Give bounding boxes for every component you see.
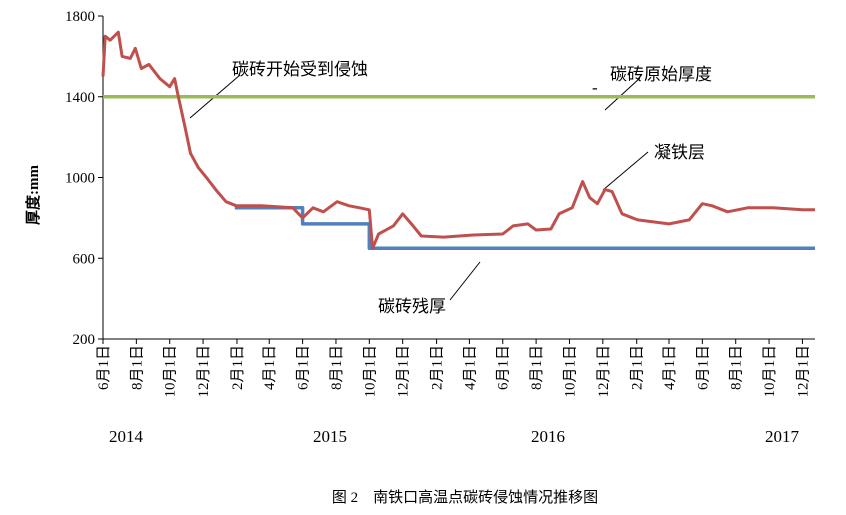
x-tick-label: 4月1日 — [662, 345, 678, 390]
year-label: 2017 — [765, 427, 800, 446]
y-tick-label: 600 — [73, 251, 96, 267]
x-tick-label: 12月1日 — [396, 345, 412, 398]
x-tick-label: 10月1日 — [562, 345, 578, 398]
x-tick-label: 6月1日 — [296, 345, 312, 390]
x-tick-label: 2月1日 — [430, 345, 446, 390]
annotation: 碳砖开始受到侵蚀 — [232, 60, 368, 79]
x-tick-label: 8月1日 — [129, 345, 145, 390]
x-tick-label: 6月1日 — [496, 345, 512, 390]
year-label: 2014 — [109, 427, 144, 446]
annotation: 碳砖原始厚度 — [610, 65, 712, 84]
x-tick-label: 12月1日 — [795, 345, 811, 398]
series-line — [234, 206, 815, 250]
year-label: 2015 — [313, 427, 347, 446]
annotation: 凝铁层 — [654, 143, 705, 162]
caption: 图 2 南铁口高温点碳砖侵蚀情况推移图 — [332, 489, 598, 506]
x-tick-label: 10月1日 — [163, 345, 179, 398]
y-tick-label: 200 — [73, 332, 96, 348]
x-tick-label: 6月1日 — [695, 345, 711, 390]
x-tick-label: 12月1日 — [196, 345, 212, 398]
x-tick-label: 2月1日 — [230, 345, 246, 390]
leader-line — [602, 151, 649, 191]
annotation: - — [592, 78, 598, 97]
x-tick-label: 10月1日 — [362, 345, 378, 398]
x-tick-label: 4月1日 — [262, 345, 278, 390]
x-tick-label: 8月1日 — [729, 345, 745, 390]
leader-line — [449, 261, 481, 301]
x-tick-label: 4月1日 — [462, 345, 478, 390]
y-axis-label: 厚度:mm — [24, 165, 42, 225]
series-line — [101, 30, 815, 250]
x-tick-label: 8月1日 — [329, 345, 345, 390]
x-tick-label: 10月1日 — [762, 345, 778, 398]
year-label: 2016 — [531, 427, 565, 446]
x-tick-label: 12月1日 — [596, 345, 612, 398]
y-tick-label: 1800 — [65, 9, 95, 25]
y-tick-label: 1000 — [65, 171, 95, 187]
x-tick-label: 2月1日 — [630, 345, 646, 390]
leader-line — [604, 77, 641, 111]
annotation: 碳砖残厚 — [378, 297, 446, 316]
x-tick-label: 8月1日 — [529, 345, 545, 390]
y-tick-label: 1400 — [65, 90, 95, 106]
x-tick-label: 6月1日 — [96, 345, 112, 390]
